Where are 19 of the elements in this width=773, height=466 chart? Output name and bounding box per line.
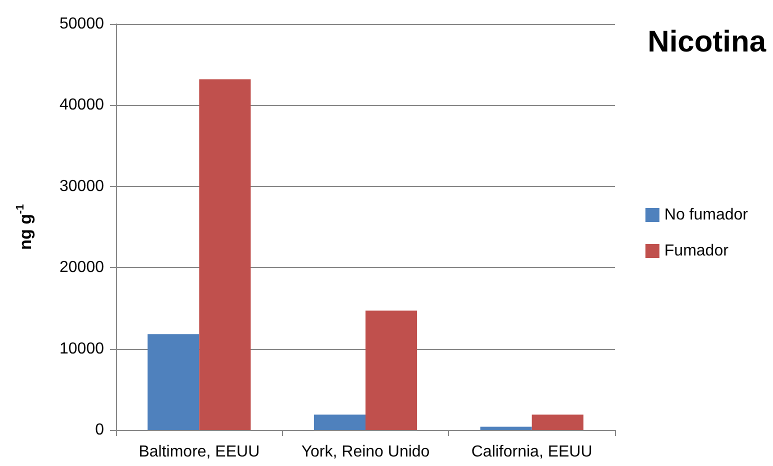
y-tick-label: 40000	[60, 96, 104, 114]
x-tick-label: California, EEUU	[471, 444, 592, 460]
bar	[480, 426, 532, 430]
bar	[148, 334, 200, 430]
bar	[366, 310, 418, 430]
y-tick-label: 30000	[60, 178, 104, 195]
legend-label: Fumador	[664, 242, 730, 260]
y-tick-label: 50000	[60, 16, 104, 32]
bar	[532, 414, 584, 430]
x-tick-label: Baltimore, EEUU	[138, 444, 260, 460]
y-tick-label: 0	[95, 422, 104, 438]
text: Nicotina	[648, 26, 766, 58]
bar	[199, 79, 251, 430]
legend-label: No fumador	[664, 206, 749, 224]
x-tick-label: York, Reino Unido	[301, 444, 430, 460]
y-tick-label: 20000	[60, 259, 104, 276]
y-axis-title: ng g-1	[14, 204, 35, 250]
y-tick-label: 10000	[60, 340, 104, 358]
bar	[314, 414, 366, 430]
